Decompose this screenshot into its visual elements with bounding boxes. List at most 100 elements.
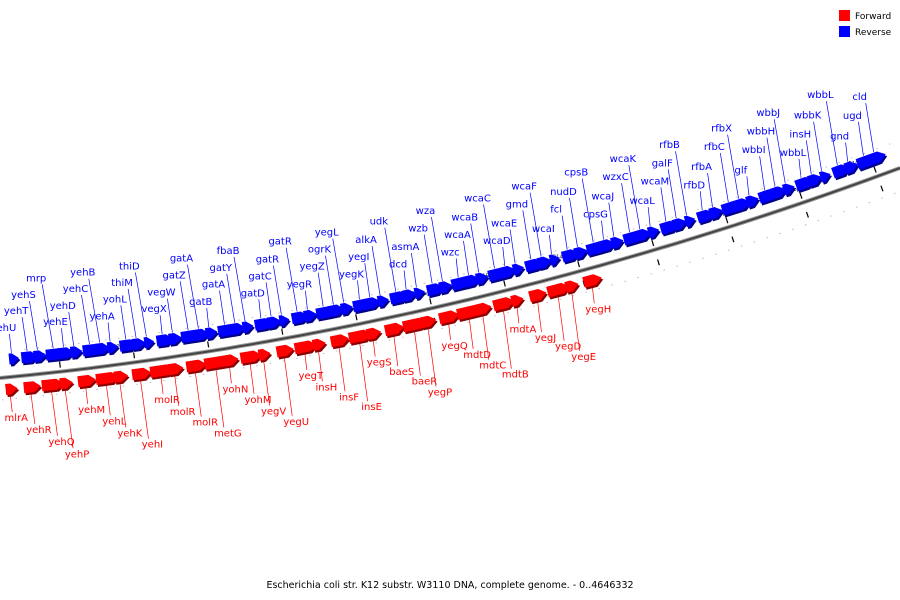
reverse-gene-leader: [707, 172, 713, 208]
reverse-gene-label: rfbX: [711, 124, 732, 135]
forward-gene-leader: [318, 350, 323, 382]
reverse-gene-leader: [773, 119, 786, 184]
reverse-gene-label: galF: [652, 158, 673, 169]
reverse-gene-leader: [226, 273, 236, 323]
forward-gene-leader: [372, 339, 376, 357]
reverse-gene-label: gnd: [830, 132, 849, 143]
reverse-gene-label: yegR: [287, 280, 312, 291]
reverse-gene-leader: [483, 204, 495, 269]
reverse-gene-label: wcaB: [451, 212, 478, 223]
tick-mark: [207, 341, 210, 348]
reverse-gene-arrow: [168, 333, 182, 345]
reverse-gene-arrow: [192, 328, 210, 341]
reverse-gene-leader: [759, 156, 765, 191]
reverse-swatch: [839, 26, 850, 37]
forward-gene-arrow: [95, 372, 120, 385]
reverse-gene-leader: [621, 183, 630, 233]
forward-gene-label: yehR: [26, 425, 51, 436]
reverse-gene-leader: [273, 265, 282, 315]
reverse-gene-arrow: [732, 198, 751, 212]
reverse-gene-label: yehS: [11, 290, 36, 301]
reverse-gene-arrow: [548, 254, 560, 266]
forward-gene-label: yohM: [245, 395, 272, 406]
reverse-gene-label: alkA: [355, 235, 377, 246]
reverse-gene-leader: [529, 192, 542, 257]
forward-gene-label: molR: [192, 418, 218, 429]
reverse-gene-leader: [411, 253, 417, 288]
reverse-gene-leader: [206, 308, 210, 328]
tick-mark: [725, 217, 729, 224]
reverse-gene-label: wzb: [408, 223, 428, 234]
genome-caption: Escherichia coli str. K12 substr. W3110 …: [266, 580, 633, 591]
reverse-gene-leader: [233, 256, 246, 322]
forward-gene-label: yehP: [65, 449, 89, 460]
reverse-gene-arrow: [573, 247, 588, 260]
forward-gene-arrow: [546, 282, 570, 298]
reverse-gene-label: wbbI: [742, 145, 766, 156]
reverse-gene-leader: [332, 238, 345, 303]
forward-gene-label: mdtC: [479, 361, 506, 372]
reverse-gene-arrow: [69, 346, 83, 358]
reverse-gene-leader: [285, 247, 298, 312]
forward-gene-leader: [448, 322, 451, 340]
tick-mark: [651, 240, 655, 247]
reverse-gene-label: wcaJ: [591, 192, 614, 203]
reverse-gene-label: wcaI: [532, 224, 555, 235]
forward-gene-label: mdtB: [502, 370, 529, 381]
forward-gene-label: yehL: [102, 416, 126, 427]
tick-mark: [59, 361, 61, 368]
reverse-gene-label: cpsB: [564, 168, 588, 179]
forward-gene-leader: [393, 335, 399, 367]
reverse-gene-leader: [403, 270, 407, 290]
forward-gene-leader: [304, 352, 308, 371]
reverse-gene-leader: [727, 134, 739, 199]
forward-gene-leader: [502, 309, 512, 369]
reverse-genes-track: [8, 151, 888, 367]
reverse-gene-arrow: [266, 316, 282, 329]
reverse-gene-leader: [522, 210, 532, 260]
reverse-gene-label: yegI: [348, 252, 369, 263]
forward-gene-arrow: [564, 280, 579, 293]
reverse-gene-label: wzxC: [602, 172, 628, 183]
reverse-gene-leader: [265, 282, 272, 317]
reverse-gene-label: fcl: [550, 205, 562, 216]
forward-gene-leader: [427, 327, 437, 387]
reverse-gene-leader: [107, 322, 111, 342]
reverse-gene-arrow: [683, 215, 696, 228]
reverse-gene-label: gatD: [241, 288, 265, 299]
forward-gene-leader: [174, 374, 179, 406]
forward-gene-label: yegD: [555, 342, 581, 353]
reverse-gene-leader: [431, 217, 443, 282]
reverse-gene-leader: [357, 280, 360, 300]
forward-gene-arrow: [311, 338, 326, 351]
forward-gene-label: yegU: [283, 417, 309, 428]
tick-mark: [355, 314, 358, 321]
forward-gene-leader: [482, 314, 490, 360]
reverse-gene-leader: [371, 245, 381, 296]
tick-mark: [577, 261, 581, 268]
forward-gene-arrow: [528, 289, 547, 303]
reverse-gene-label: yegL: [315, 228, 339, 239]
forward-gene-label: yehI: [142, 440, 163, 451]
forward-gene-leader: [338, 346, 346, 392]
reverse-gene-leader: [41, 284, 54, 349]
reverse-gene-leader: [549, 234, 552, 254]
reverse-gene-label: vegX: [141, 304, 166, 315]
legend-reverse-label: Reverse: [855, 28, 892, 38]
guide-rail-below: [2, 190, 900, 401]
reverse-gene-label: asmA: [391, 242, 419, 253]
tick-mark-below: [880, 185, 884, 192]
reverse-gene-leader: [423, 234, 433, 284]
reverse-gene-label: wcaD: [483, 236, 511, 247]
forward-gene-leader: [414, 330, 421, 376]
reverse-gene-label: wcaM: [641, 176, 669, 187]
reverse-gene-label: wcaK: [610, 154, 637, 165]
forward-gene-arrow: [275, 344, 294, 358]
reverse-gene-leader: [826, 101, 838, 166]
forward-gene-arrow: [510, 294, 524, 307]
forward-gene-leader: [9, 395, 13, 413]
tick-mark-below: [731, 236, 735, 243]
reverse-gene-leader: [455, 258, 459, 278]
reverse-gene-label: wza: [416, 206, 436, 217]
reverse-gene-arrow: [303, 309, 317, 322]
